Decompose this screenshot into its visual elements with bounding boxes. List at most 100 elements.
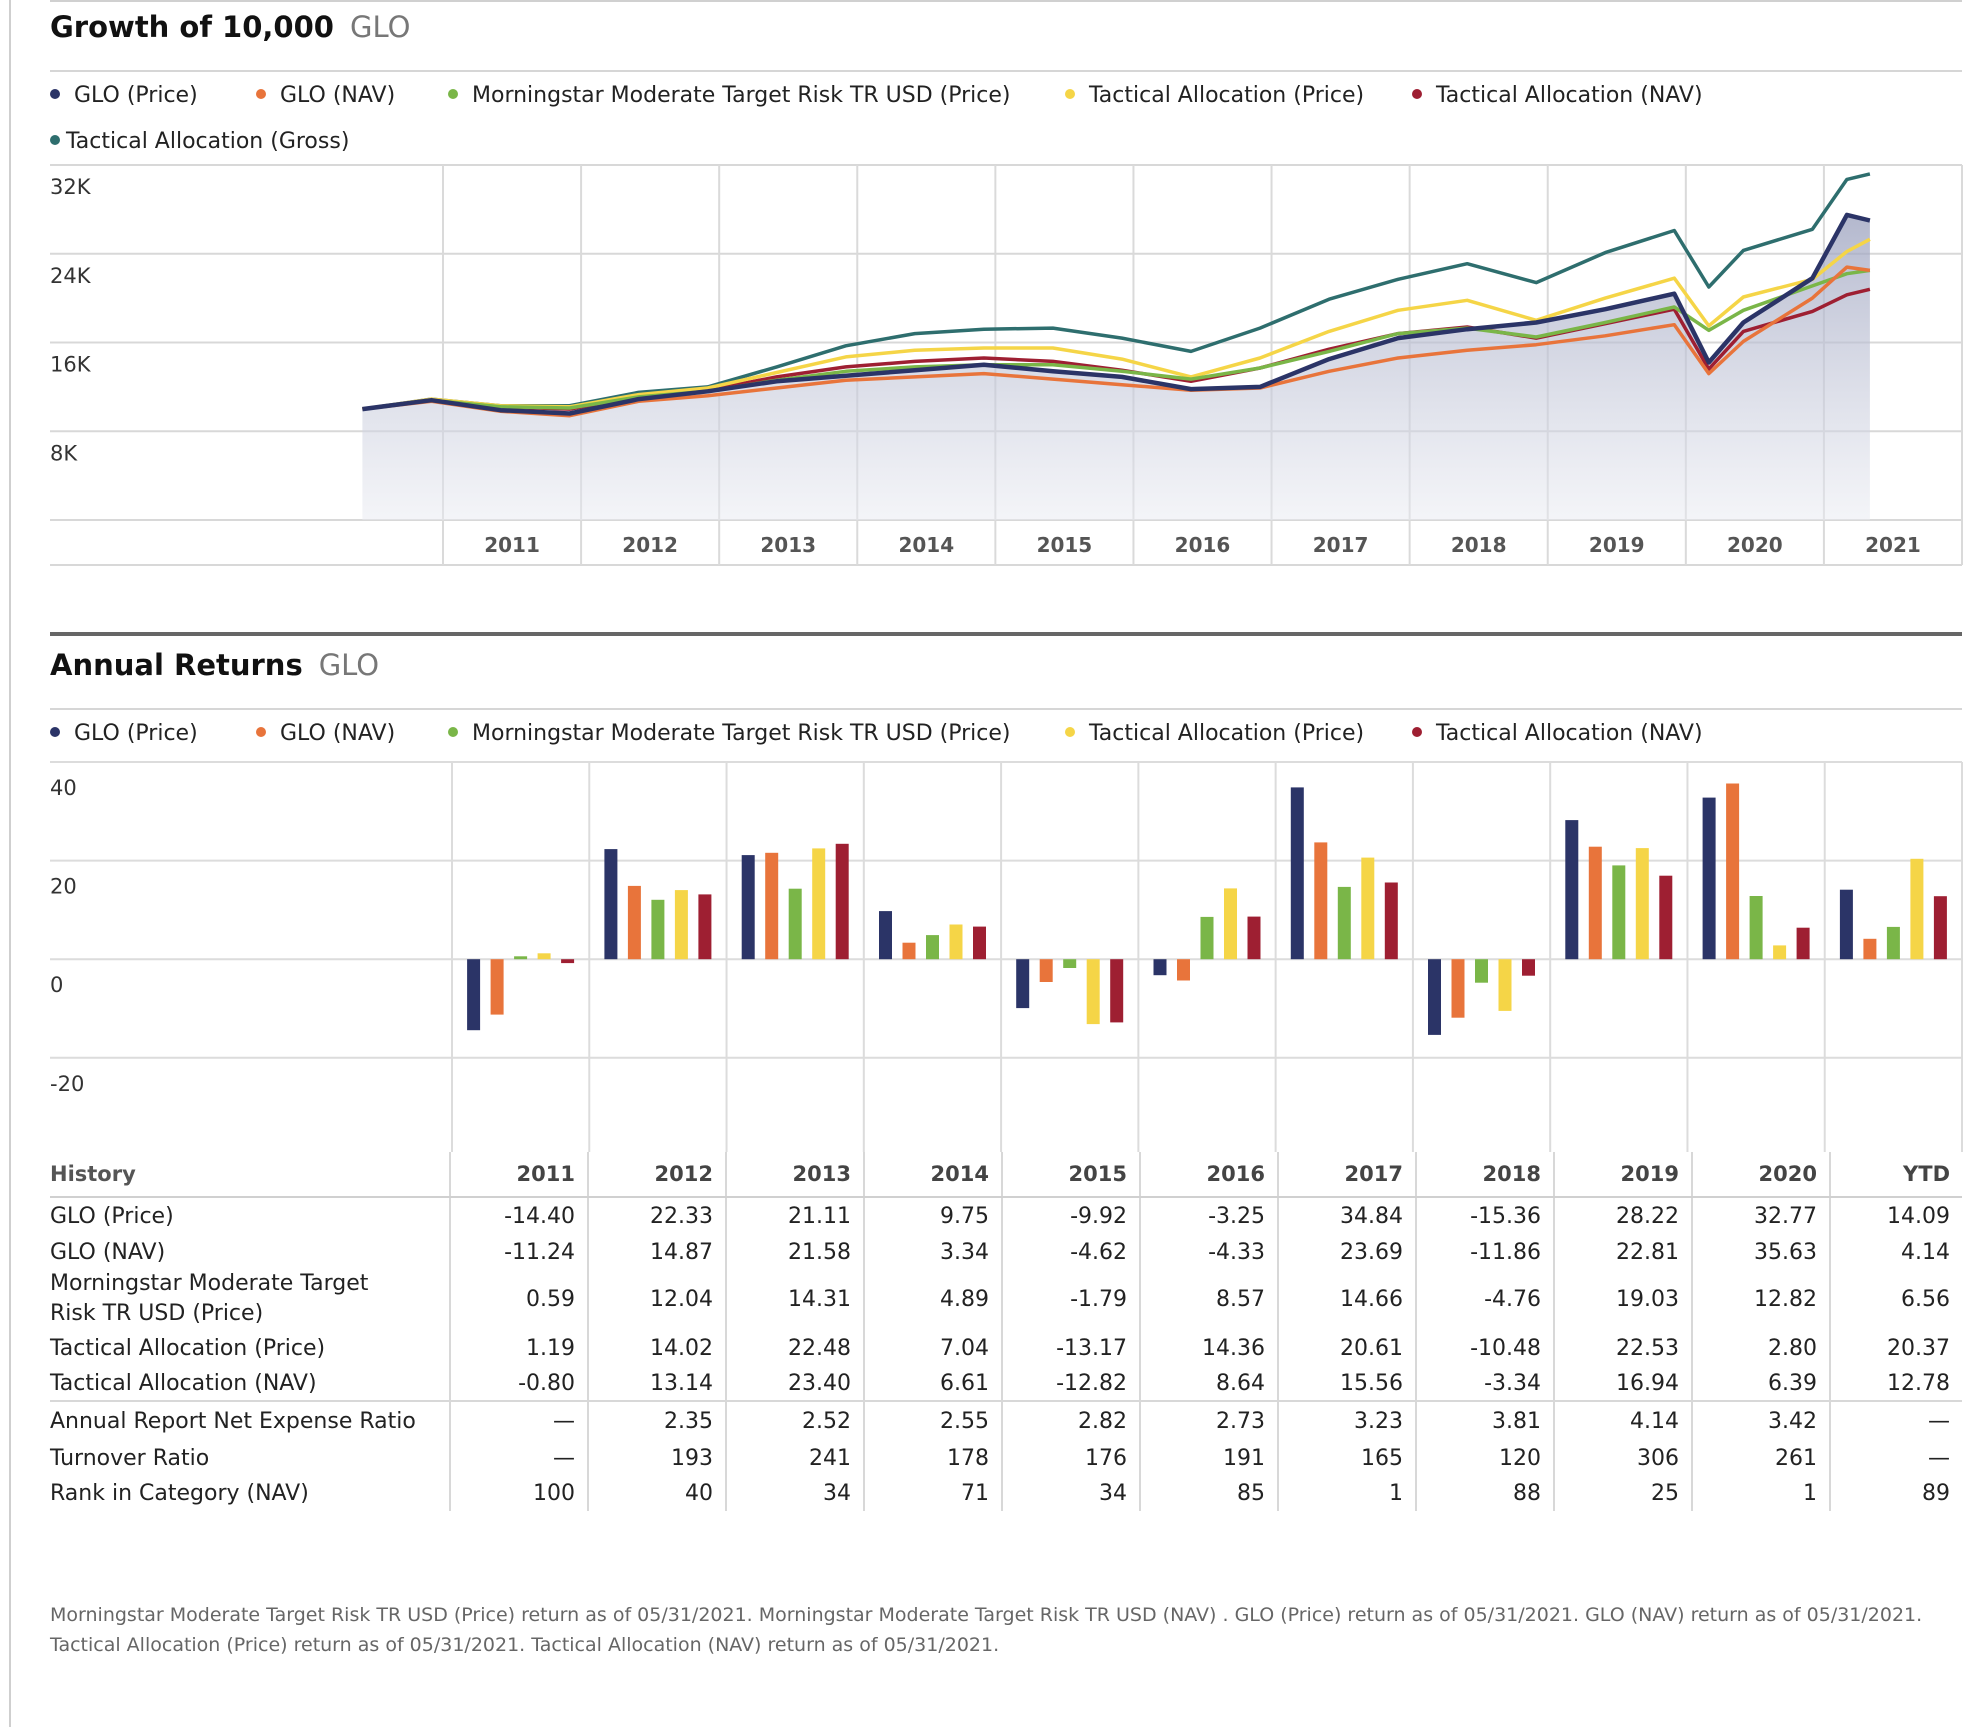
legend-item-tactical-nav[interactable]: Tactical Allocation (NAV) — [1412, 721, 1703, 746]
history-header-year: 2018 — [1415, 1152, 1554, 1198]
legend-divider — [50, 708, 1962, 710]
legend-item-tactical-price[interactable]: Tactical Allocation (Price) — [1065, 721, 1364, 746]
legend-label: Tactical Allocation (Gross) — [66, 129, 350, 154]
history-cell: 165 — [1277, 1441, 1416, 1475]
history-row-label: Tactical Allocation (NAV) — [50, 1371, 317, 1396]
annual-returns-chart: 40 20 0 -20 — [50, 761, 1963, 1152]
history-cell: 261 — [1691, 1441, 1830, 1475]
history-cell: 25 — [1553, 1475, 1692, 1511]
history-cell: 8.57 — [1139, 1269, 1278, 1329]
legend-dot — [1412, 727, 1422, 737]
history-cell: -4.76 — [1415, 1269, 1554, 1329]
legend-label: Tactical Allocation (Price) — [1089, 721, 1365, 746]
history-cell: — — [449, 1441, 588, 1475]
y-tick-label: 0 — [50, 973, 63, 997]
history-cell: 20.61 — [1277, 1329, 1416, 1367]
bar-2019-4 — [1659, 875, 1673, 960]
bar-2014-1 — [902, 942, 916, 960]
bar-2020-1 — [1726, 783, 1740, 960]
legend-item-morningstar[interactable]: Morningstar Moderate Target Risk TR USD … — [448, 721, 1011, 746]
legend-item-tactical-gross[interactable]: Tactical Allocation (Gross) — [50, 129, 349, 154]
legend-item-glo-price[interactable]: GLO (Price) — [50, 83, 198, 108]
history-cell: 6.56 — [1829, 1269, 1962, 1329]
history-cell: 71 — [863, 1475, 1002, 1511]
history-row: Turnover Ratio —193 241 178 176 191 165 120 306 2… — [50, 1441, 1962, 1475]
history-cell: 4.14 — [1829, 1235, 1962, 1269]
legend-label: Tactical Allocation (Price) — [1089, 83, 1365, 108]
bar-2012-1 — [627, 885, 641, 960]
history-row-label: GLO (Price) — [50, 1204, 174, 1229]
history-cell: 2.35 — [587, 1400, 726, 1441]
y-tick-label: 40 — [50, 776, 77, 800]
legend-item-tactical-nav[interactable]: Tactical Allocation (NAV) — [1412, 83, 1703, 108]
history-cell: 1 — [1691, 1475, 1830, 1511]
annual-subtitle: GLO — [318, 648, 380, 682]
y-tick-label: 24K — [50, 264, 92, 288]
history-cell: 193 — [587, 1441, 726, 1475]
history-cell: 191 — [1139, 1441, 1278, 1475]
history-header-year: 2016 — [1139, 1152, 1278, 1198]
history-cell: -10.48 — [1415, 1329, 1554, 1367]
x-tick-label: 2017 — [1313, 533, 1369, 557]
legend-item-glo-price[interactable]: GLO (Price) — [50, 721, 198, 746]
history-header-year: 2014 — [863, 1152, 1002, 1198]
bar-2017-1 — [1314, 842, 1328, 960]
x-tick-label: 2014 — [898, 533, 954, 557]
history-cell: 34 — [725, 1475, 864, 1511]
legend-label: GLO (NAV) — [280, 83, 396, 108]
history-cell: 9.75 — [863, 1197, 1002, 1235]
bar-2016-1 — [1177, 959, 1190, 981]
growth-legend: GLO (Price) GLO (NAV) Morningstar Modera… — [50, 78, 1962, 158]
history-cell: 4.89 — [863, 1269, 1002, 1329]
legend-dot — [1065, 89, 1075, 99]
history-row-label: Turnover Ratio — [50, 1445, 210, 1471]
legend-item-glo-nav[interactable]: GLO (NAV) — [256, 83, 395, 108]
growth-title-text: Growth of 10,000 — [50, 10, 334, 44]
bar-2016-0 — [1153, 959, 1167, 976]
legend-item-glo-nav[interactable]: GLO (NAV) — [256, 721, 395, 746]
history-cell: -14.40 — [449, 1197, 588, 1235]
history-cell: 0.59 — [449, 1269, 588, 1329]
bar-2015-0 — [1016, 959, 1030, 1009]
history-cell: 89 — [1829, 1475, 1962, 1511]
legend-item-tactical-price[interactable]: Tactical Allocation (Price) — [1065, 83, 1364, 108]
history-cell: -11.86 — [1415, 1235, 1554, 1269]
bar-2017-2 — [1337, 886, 1351, 960]
history-cell: 12.04 — [587, 1269, 726, 1329]
legend-divider — [50, 70, 1962, 72]
legend-label: Tactical Allocation (NAV) — [1436, 721, 1703, 746]
history-cell: 22.33 — [587, 1197, 726, 1235]
left-border — [9, 0, 11, 1727]
history-cell: 14.09 — [1829, 1197, 1962, 1235]
history-cell: 23.40 — [725, 1367, 864, 1401]
history-cell: — — [449, 1400, 588, 1441]
bar-2014-0 — [879, 911, 892, 960]
bar-2020-0 — [1702, 797, 1716, 960]
bar-2015-3 — [1086, 959, 1100, 1025]
bar-2020-4 — [1796, 927, 1810, 960]
history-cell: -11.24 — [449, 1235, 588, 1269]
bar-2016-4 — [1247, 916, 1261, 960]
legend-item-morningstar[interactable]: Morningstar Moderate Target Risk TR USD … — [448, 83, 1011, 108]
bar-2015-2 — [1063, 959, 1077, 968]
y-tick-label: 32K — [50, 175, 92, 199]
history-header-year: 2015 — [1001, 1152, 1140, 1198]
bar-2018-4 — [1522, 959, 1535, 976]
history-cell: 13.14 — [587, 1367, 726, 1401]
history-cell: -15.36 — [1415, 1197, 1554, 1235]
history-cell: 23.69 — [1277, 1235, 1416, 1269]
legend-dot — [50, 727, 60, 737]
legend-label: Tactical Allocation (NAV) — [1436, 83, 1703, 108]
history-cell: 19.03 — [1553, 1269, 1692, 1329]
history-cell: 35.63 — [1691, 1235, 1830, 1269]
legend-label: Morningstar Moderate Target Risk TR USD … — [472, 721, 1011, 746]
history-cell: 6.39 — [1691, 1367, 1830, 1401]
bar-2012-2 — [651, 899, 665, 960]
history-cell: 14.31 — [725, 1269, 864, 1329]
history-row: GLO (NAV) -11.24 14.87 21.58 3.34 -4.62 -4.33 2… — [50, 1235, 1962, 1269]
bar-2018-0 — [1428, 959, 1441, 1035]
bar-YTD-4 — [1933, 896, 1947, 960]
annual-title: Annual Returns GLO — [50, 648, 379, 682]
history-cell: 22.81 — [1553, 1235, 1692, 1269]
history-cell: 178 — [863, 1441, 1002, 1475]
